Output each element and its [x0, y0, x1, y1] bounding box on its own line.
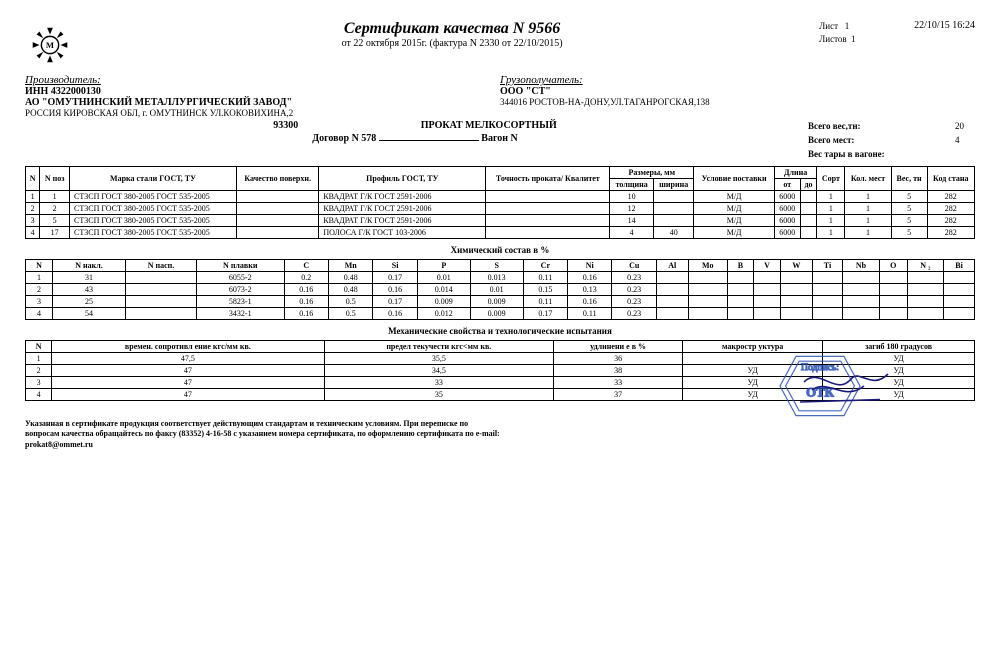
mid-row: 93300 ПРОКАТ МЕЛКОСОРТНЫЙ Договор N 578 … [25, 118, 975, 162]
producer-inn: ИНН 4322000130 [25, 86, 500, 97]
document-header: М Сертификат качества N 9566 от 22 октяб… [25, 20, 975, 70]
code: 93300 [273, 120, 298, 131]
table-row: 4543432-10.160.50.160.0120.0090.170.110.… [26, 308, 975, 320]
mech-title: Механические свойства и технологические … [25, 326, 975, 336]
producer-addr: РОССИЯ КИРОВСКАЯ ОБЛ, г. ОМУТНИНСК УЛ.КО… [25, 108, 500, 118]
certificate-title: Сертификат качества N 9566 [85, 20, 819, 38]
table-row: 22СТ3СП ГОСТ 380-2005 ГОСТ 535-2005КВАДР… [26, 203, 975, 215]
product-type: ПРОКАТ МЕЛКОСОРТНЫЙ [421, 120, 557, 131]
table-row: 2436073-20.160.480.160.0140.010.150.130.… [26, 284, 975, 296]
sheet-info: Лист 1 Листов 1 [819, 20, 899, 70]
parties-block: Производитель: ИНН 4322000130 АО "ОМУТНИ… [25, 74, 975, 118]
table-row: 35СТ3СП ГОСТ 380-2005 ГОСТ 535-2005КВАДР… [26, 215, 975, 227]
contract-blank [379, 140, 479, 141]
consignee-block: Грузополучатель: ООО "СТ" 344016 РОСТОВ-… [500, 74, 975, 118]
table-row: 11СТ3СП ГОСТ 380-2005 ГОСТ 535-2005КВАДР… [26, 191, 975, 203]
producer-block: Производитель: ИНН 4322000130 АО "ОМУТНИ… [25, 74, 500, 118]
wagon-label: Вагон N [481, 133, 517, 144]
footer-note: Указанная в сертификате продукция соотве… [25, 419, 500, 450]
certificate-subline: от 22 октября 2015г. (фактура N 2330 от … [85, 38, 819, 49]
consignee-label: Грузополучатель: [500, 74, 975, 86]
chem-table: NN накл.N пасп.N плавкиCMnSiPSCrNiCuAlMo… [25, 259, 975, 320]
svg-text:Подпись:: Подпись: [801, 362, 839, 373]
producer-label: Производитель: [25, 74, 500, 86]
chem-title: Химический состав в % [25, 245, 975, 255]
main-table: N N поз Марка стали ГОСТ, ТУ Качество по… [25, 166, 975, 239]
table-row: 1316055-20.20.480.170.010.0130.110.160.2… [26, 272, 975, 284]
consignee-addr: 344016 РОСТОВ-НА-ДОНУ,УЛ.ТАГАНРОГСКАЯ,13… [500, 97, 975, 107]
signature-stamp: Подпись: ОТК [730, 350, 910, 430]
table-row: 3255823-10.160.50.170.0090.0090.110.160.… [26, 296, 975, 308]
table-row: 417СТ3СП ГОСТ 380-2005 ГОСТ 535-2005ПОЛО… [26, 227, 975, 239]
consignee-name: ООО "СТ" [500, 86, 975, 97]
svg-text:М: М [46, 40, 54, 50]
print-timestamp: 22/10/15 16:24 [914, 20, 975, 70]
company-logo: М [25, 20, 75, 70]
producer-name: АО "ОМУТНИНСКИЙ МЕТАЛЛУРГИЧЕСКИЙ ЗАВОД" [25, 97, 500, 108]
contract-label: Договор N 578 [312, 133, 376, 144]
totals-block: Всего вес,тн:20 Всего мест:4 Вес тары в … [805, 118, 975, 162]
